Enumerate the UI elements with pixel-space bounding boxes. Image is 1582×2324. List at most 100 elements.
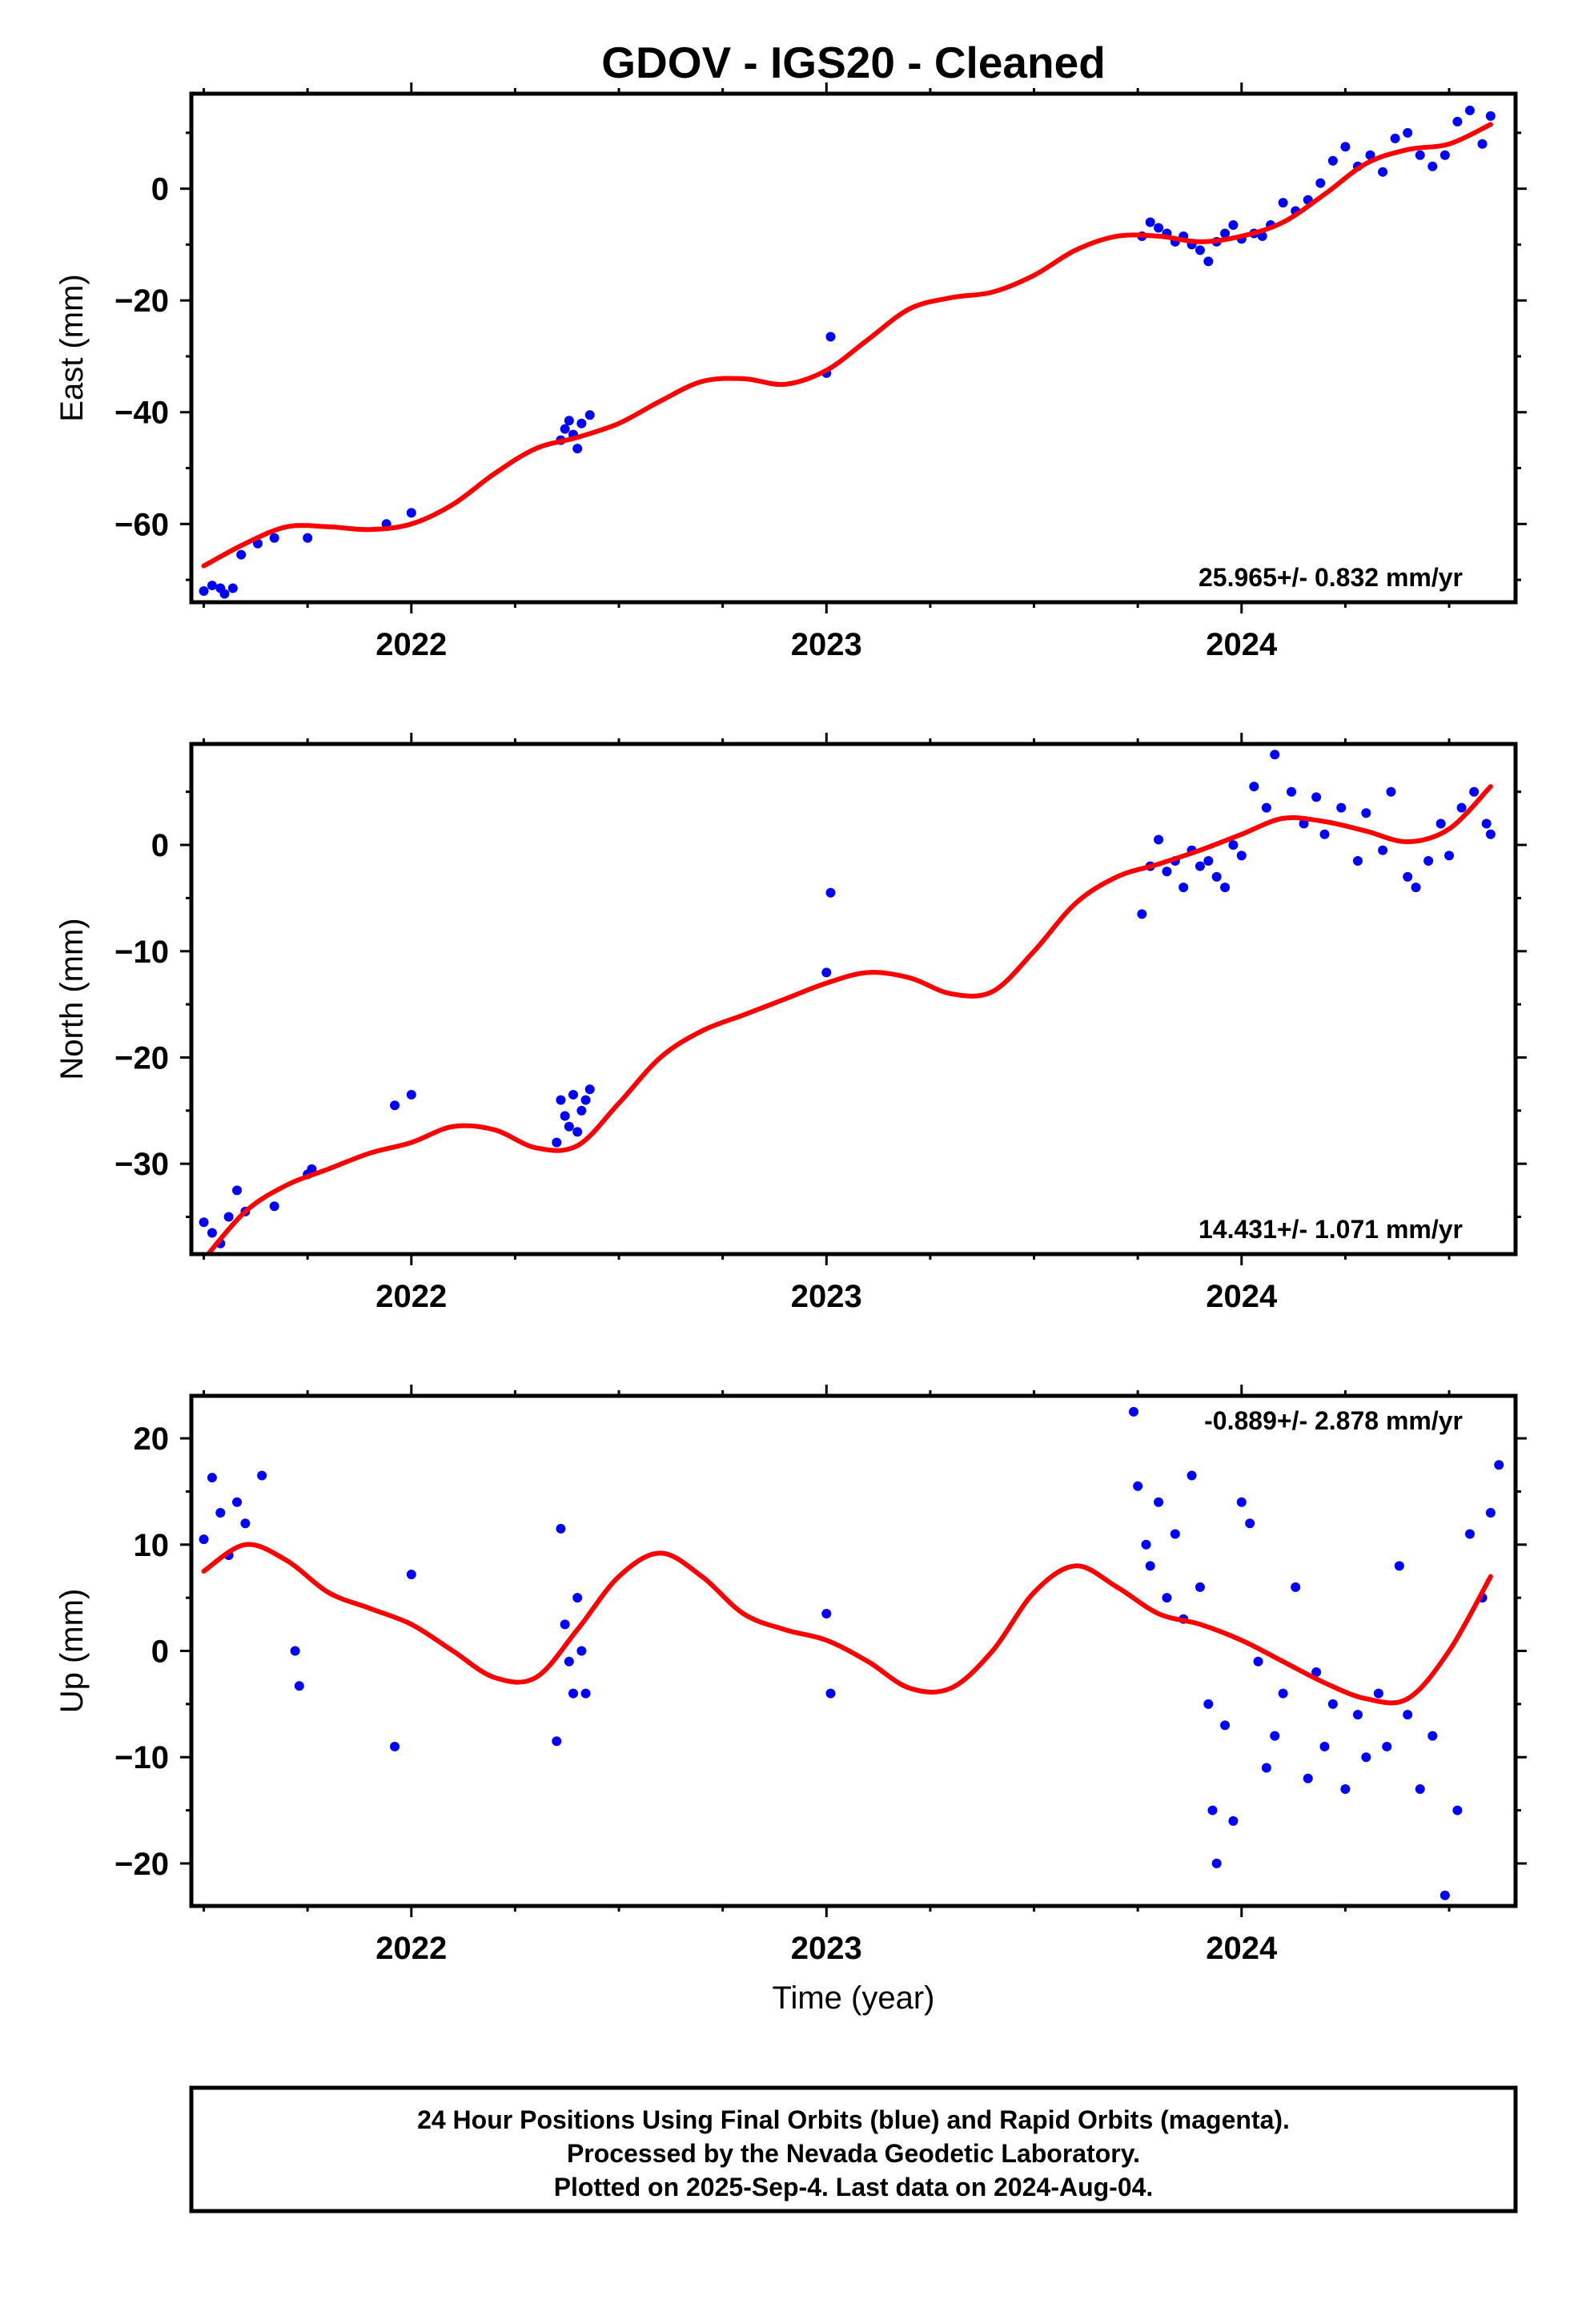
data-point (1435, 818, 1446, 829)
data-point (1145, 1561, 1155, 1571)
data-point (215, 1507, 226, 1518)
data-point (1203, 1699, 1214, 1709)
rate-label: -0.889+/- 2.878 mm/yr (1204, 1406, 1463, 1435)
x-tick-label: 2023 (791, 1279, 862, 1314)
data-point (1327, 155, 1338, 166)
data-point (232, 1185, 243, 1196)
data-point (1195, 1582, 1205, 1592)
data-point (1456, 802, 1467, 813)
data-point (1439, 1890, 1450, 1900)
data-point (1336, 802, 1347, 813)
y-tick-label: 10 (134, 1528, 170, 1563)
x-tick-label: 2022 (375, 1931, 447, 1966)
data-point (303, 533, 313, 543)
data-point (1485, 111, 1496, 121)
data-point (580, 1688, 591, 1699)
data-point (1287, 786, 1297, 797)
figure-title: GDOV - IGS20 - Cleaned (601, 38, 1106, 87)
data-point (1403, 127, 1413, 138)
data-point (1319, 829, 1330, 839)
data-point (290, 1646, 300, 1656)
data-point (1340, 1784, 1351, 1795)
data-point (1228, 219, 1239, 230)
data-point (825, 332, 836, 342)
data-point (1386, 786, 1396, 797)
x-axis-label: Time (year) (773, 1980, 935, 2016)
data-point (1141, 1539, 1151, 1550)
data-layer (199, 105, 1496, 599)
data-point (821, 967, 832, 978)
data-point (406, 1089, 416, 1100)
y-tick-label: −20 (114, 1040, 169, 1076)
data-point (1245, 1518, 1255, 1529)
data-point (1423, 855, 1434, 866)
data-point (1270, 750, 1280, 760)
east-panel: 2022 2023 2024 −60 −40 −20 0 East (mm) 25.965+/-… (54, 82, 1527, 662)
data-point (406, 508, 416, 518)
data-layer (199, 750, 1496, 1254)
data-point (564, 1121, 574, 1132)
data-point (1291, 1582, 1301, 1592)
data-point (1203, 855, 1214, 866)
data-point (1299, 818, 1309, 829)
data-point (1278, 1688, 1288, 1699)
data-point (1278, 198, 1288, 208)
data-point (556, 1095, 566, 1105)
north-panel: 2022 2023 2024 −30 −20 −10 0 North (mm) 14.431+/… (54, 733, 1527, 1314)
data-point (1365, 150, 1375, 160)
data-point (1477, 139, 1488, 149)
data-point (560, 1619, 570, 1630)
data-point (269, 533, 279, 543)
data-point (1373, 1688, 1383, 1699)
data-point (390, 1741, 400, 1751)
data-point (1261, 1763, 1271, 1773)
fit-line (205, 784, 1493, 1254)
data-point (560, 1111, 570, 1121)
data-point (1481, 818, 1492, 829)
data-point (1452, 116, 1463, 127)
data-point (1207, 1805, 1218, 1815)
panel-frame (189, 1393, 1518, 1908)
y-axis-label: East (mm) (54, 274, 90, 421)
data-point (1352, 1710, 1363, 1720)
data-point (576, 1646, 587, 1656)
data-point (1220, 1720, 1231, 1731)
data-point (207, 581, 217, 591)
data-point (1220, 883, 1231, 893)
data-point (556, 1523, 566, 1534)
data-point (1236, 850, 1247, 861)
data-point (1361, 1752, 1371, 1763)
data-point (1427, 1731, 1438, 1741)
x-tick-label: 2024 (1206, 1279, 1278, 1314)
data-point (1137, 909, 1147, 919)
fit-line (201, 122, 1493, 569)
data-point (1220, 228, 1231, 239)
data-layer (199, 1406, 1504, 1900)
data-point (1315, 178, 1326, 188)
data-point (1203, 256, 1214, 267)
caption-line-2: Processed by the Nevada Geodetic Laborat… (567, 2139, 1140, 2168)
panel-frame (189, 742, 1518, 1256)
data-point (1228, 1815, 1239, 1826)
x-tick-label: 2023 (791, 627, 862, 662)
data-point (1186, 1470, 1197, 1481)
data-point (580, 1095, 591, 1105)
x-tick-label: 2024 (1206, 1931, 1278, 1966)
data-point (1439, 150, 1450, 160)
data-point (1464, 105, 1475, 115)
panel-frame (189, 91, 1518, 605)
data-point (1485, 1507, 1496, 1518)
data-point (227, 583, 238, 593)
data-point (1249, 782, 1259, 792)
x-tick-label: 2024 (1206, 627, 1278, 662)
data-point (1485, 829, 1496, 839)
data-point (1162, 1593, 1172, 1603)
x-tick-label: 2022 (375, 627, 447, 662)
data-point (1128, 1406, 1138, 1417)
data-point (1319, 1741, 1330, 1751)
y-tick-label: −20 (114, 283, 169, 319)
data-point (1154, 1497, 1164, 1507)
rate-label: 14.431+/- 1.071 mm/yr (1199, 1215, 1463, 1244)
data-point (236, 549, 247, 560)
data-point (1452, 1805, 1463, 1815)
